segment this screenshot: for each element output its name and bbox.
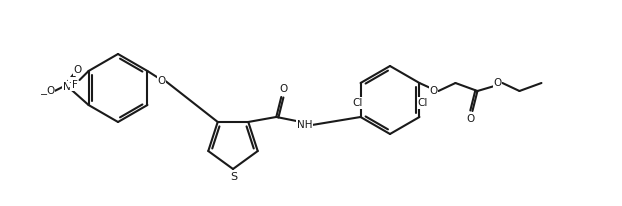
Text: O: O	[466, 114, 475, 124]
Text: Cl: Cl	[417, 98, 428, 108]
Text: −: −	[39, 90, 48, 100]
Text: O: O	[157, 76, 165, 86]
Text: +: +	[68, 77, 75, 87]
Text: S: S	[230, 172, 238, 182]
Text: O: O	[429, 86, 437, 96]
Text: N: N	[63, 82, 70, 92]
Text: O: O	[493, 78, 501, 88]
Text: F: F	[72, 80, 78, 90]
Text: Cl: Cl	[353, 98, 363, 108]
Text: O: O	[47, 86, 55, 96]
Text: NH: NH	[297, 120, 312, 130]
Text: O: O	[73, 65, 81, 75]
Text: O: O	[279, 84, 287, 94]
